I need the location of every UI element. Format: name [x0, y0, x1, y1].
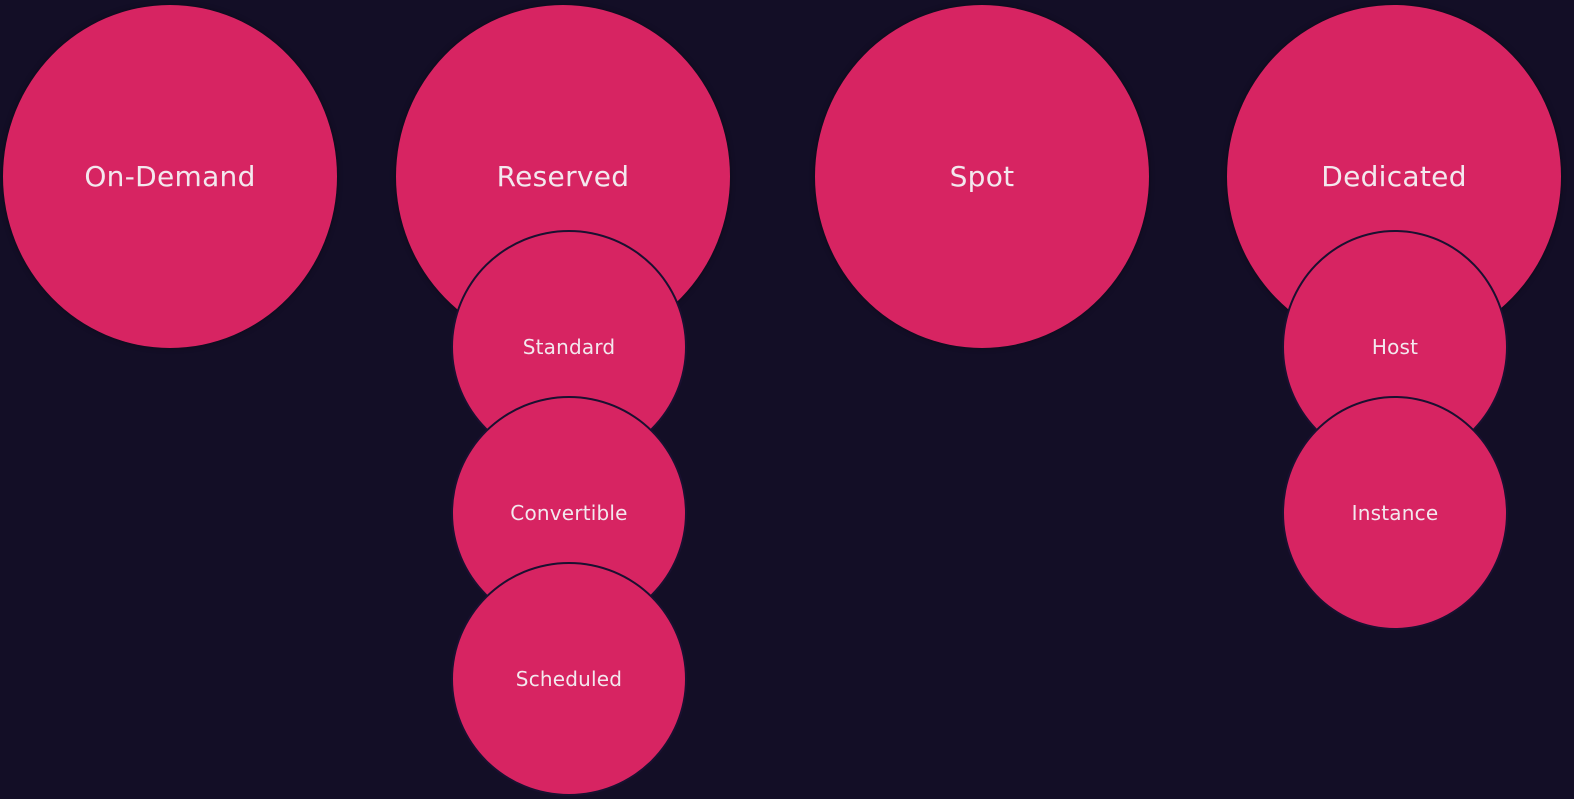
instance-circle: Instance	[1282, 396, 1508, 630]
scheduled-circle: Scheduled	[451, 562, 687, 796]
spot-circle: Spot	[815, 5, 1149, 348]
spot-label: Spot	[949, 160, 1015, 193]
dedicated-label: Dedicated	[1321, 160, 1467, 193]
instance-label: Instance	[1351, 501, 1439, 525]
standard-label: Standard	[522, 335, 616, 359]
reserved-label: Reserved	[496, 160, 630, 193]
host-label: Host	[1371, 335, 1419, 359]
convertible-label: Convertible	[510, 501, 628, 525]
scheduled-label: Scheduled	[515, 667, 623, 691]
dedicated-circle: Dedicated	[1227, 5, 1561, 348]
on-demand-label: On-Demand	[84, 160, 256, 193]
on-demand-circle: On-Demand	[3, 5, 337, 348]
